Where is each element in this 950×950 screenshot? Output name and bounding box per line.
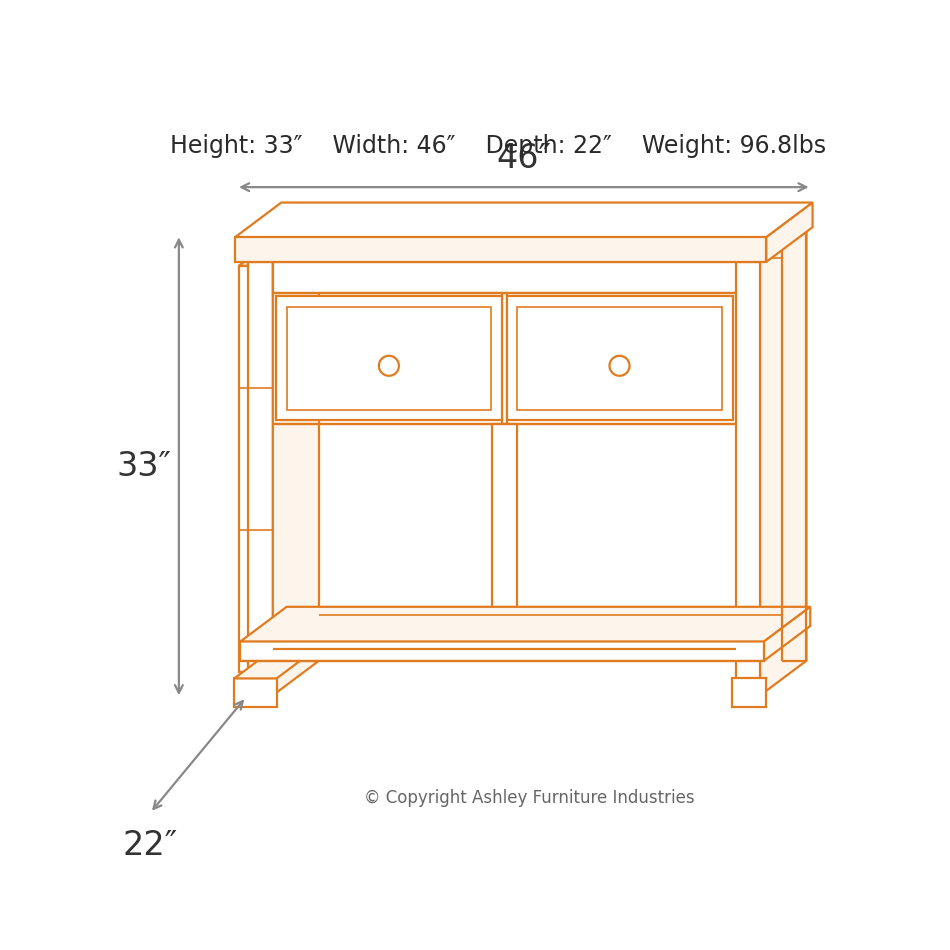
Polygon shape <box>273 227 319 695</box>
Polygon shape <box>732 678 767 707</box>
Polygon shape <box>239 231 319 266</box>
Circle shape <box>610 356 630 376</box>
Polygon shape <box>235 238 767 262</box>
Polygon shape <box>287 307 491 409</box>
Polygon shape <box>735 262 760 695</box>
Polygon shape <box>235 202 812 238</box>
Polygon shape <box>235 661 300 678</box>
Circle shape <box>379 356 399 376</box>
Polygon shape <box>240 607 810 641</box>
Polygon shape <box>235 678 276 707</box>
Text: Height: 33″    Width: 46″    Depth: 22″    Weight: 96.8lbs: Height: 33″ Width: 46″ Depth: 22″ Weight… <box>170 134 826 159</box>
Polygon shape <box>276 295 502 421</box>
Polygon shape <box>518 307 722 409</box>
Polygon shape <box>760 227 807 695</box>
Polygon shape <box>319 227 782 258</box>
Polygon shape <box>273 262 735 293</box>
Polygon shape <box>764 607 810 660</box>
Polygon shape <box>240 641 764 660</box>
Polygon shape <box>506 295 732 421</box>
Polygon shape <box>248 262 273 695</box>
Text: © Copyright Ashley Furniture Industries: © Copyright Ashley Furniture Industries <box>364 788 694 807</box>
Polygon shape <box>239 266 273 673</box>
Text: 33″: 33″ <box>116 449 171 483</box>
Polygon shape <box>492 424 517 649</box>
Text: 22″: 22″ <box>123 829 178 863</box>
Polygon shape <box>782 227 807 660</box>
Polygon shape <box>767 202 812 262</box>
Text: 46″: 46″ <box>496 142 551 175</box>
